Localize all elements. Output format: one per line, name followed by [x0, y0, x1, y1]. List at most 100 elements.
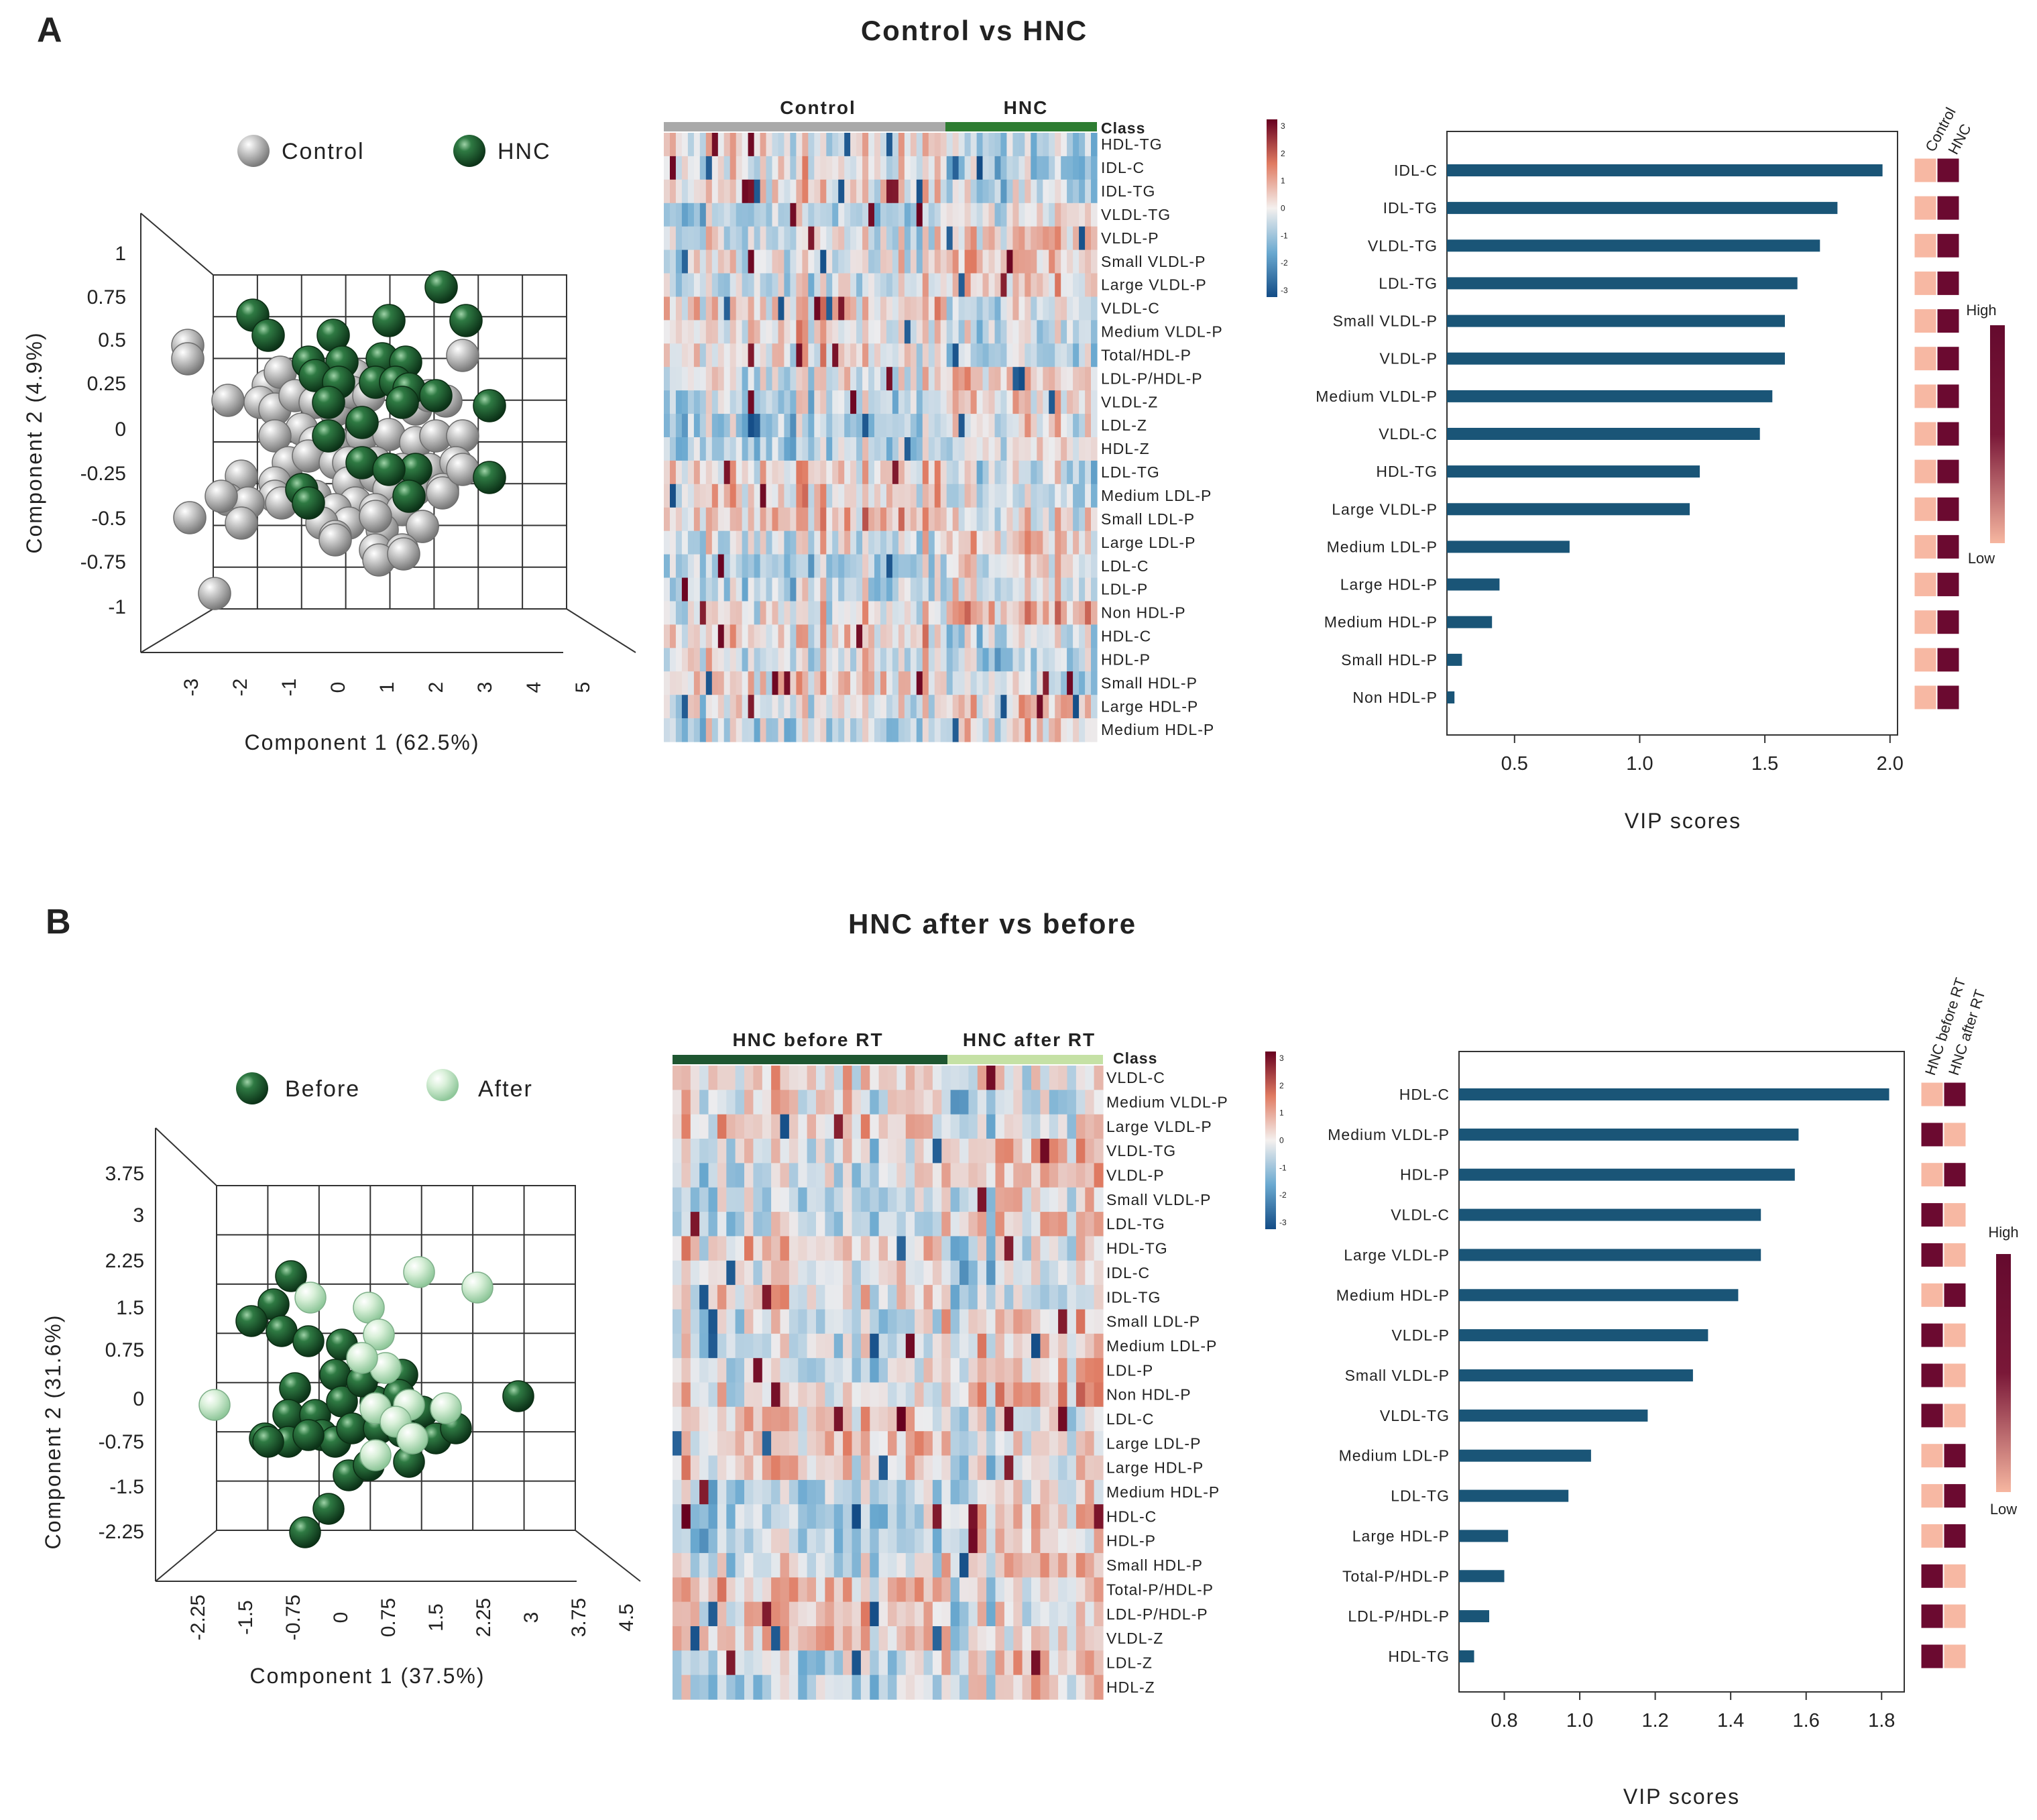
heatmap-cell: [796, 273, 803, 297]
x-tick: 0.8: [1491, 1710, 1517, 1731]
heatmap-cell: [1067, 1333, 1077, 1359]
heatmap-cell: [1049, 718, 1055, 742]
heatmap-cell: [744, 1528, 754, 1554]
heatmap-cell: [1058, 1187, 1068, 1212]
heatmap-cell: [870, 1333, 880, 1359]
heatmap-cell: [968, 1090, 978, 1115]
heatmap-cell: [723, 484, 731, 508]
heatmap-cell: [736, 671, 743, 695]
heatmap-cell: [941, 1382, 951, 1408]
heatmap-cell: [1004, 1333, 1014, 1359]
heatmap-cell: [878, 1260, 888, 1286]
heatmap-cell: [922, 367, 929, 391]
heatmap-cell: [1085, 1260, 1095, 1286]
heatmap-cell: [952, 343, 959, 367]
scale-tick: -1: [1281, 231, 1288, 240]
heatmap-cell: [780, 1601, 790, 1627]
heatmap-cell: [959, 1431, 969, 1457]
heatmap-cell: [868, 226, 875, 251]
heatmap-cell: [970, 437, 978, 461]
heatmap-cell: [940, 273, 947, 297]
heatmap-cell: [959, 1382, 969, 1408]
heatmap-row-label: VLDL-Z: [1101, 393, 1158, 410]
heatmap-cell: [796, 648, 803, 672]
pca-point-hnc: [424, 270, 458, 304]
heatmap-cell: [771, 1333, 781, 1359]
heatmap-cell: [771, 1674, 781, 1700]
heatmap-cell: [888, 1552, 897, 1578]
heatmap-cell: [968, 1650, 978, 1676]
heatmap-cell: [1073, 484, 1080, 508]
scale-tick: 0: [1279, 1136, 1284, 1145]
heatmap-cell: [976, 296, 984, 321]
heatmap-cell: [778, 414, 785, 438]
heatmap-cell: [878, 1455, 888, 1481]
legend-label: Control: [282, 139, 365, 164]
heatmap-cell: [771, 1504, 781, 1530]
heatmap-cell: [708, 1358, 718, 1383]
heatmap-cell: [923, 1601, 933, 1627]
heatmap-cell: [693, 156, 701, 180]
heatmap-cell: [766, 414, 773, 438]
heatmap-cell: [1031, 1601, 1041, 1627]
heatmap-cell: [1025, 437, 1031, 461]
heatmap-cell: [941, 1479, 951, 1505]
heatmap-cell: [976, 648, 984, 672]
heatmap-cell: [910, 601, 917, 625]
heatmap-cell: [970, 484, 978, 508]
heatmap-cell: [1004, 1114, 1014, 1139]
heatmap-cell: [754, 648, 761, 672]
heatmap-cell: [1067, 1212, 1077, 1237]
heatmap-cell: [905, 1358, 915, 1383]
heatmap-cell: [958, 343, 966, 367]
heatmap-cell: [860, 1674, 870, 1700]
heatmap-cell: [1085, 296, 1092, 321]
heatmap-cell: [1067, 718, 1073, 742]
heatmap-cell: [833, 1650, 843, 1676]
heatmap-cell: [950, 1090, 960, 1115]
heatmap-cell: [771, 1236, 781, 1261]
heatmap-cell: [664, 601, 671, 625]
heatmap-cell: [766, 367, 773, 391]
heatmap-cell: [934, 624, 941, 648]
heatmap-cell: [798, 1382, 808, 1408]
heatmap-cell: [1067, 484, 1073, 508]
heatmap-cell: [1049, 1504, 1059, 1530]
heatmap-cell: [892, 273, 899, 297]
heatmap-cell: [825, 1090, 835, 1115]
heatmap-cell: [916, 624, 923, 648]
heatmap-cell: [711, 695, 719, 719]
vip-bar: [1459, 1329, 1708, 1342]
heatmap-cell: [915, 1066, 925, 1090]
pca-point-control: [225, 506, 258, 540]
heatmap-cell: [932, 1163, 942, 1188]
heatmap-cell: [904, 273, 911, 297]
heatmap-cell: [928, 554, 935, 579]
heatmap-cell: [742, 179, 749, 204]
heatmap-cell: [888, 1285, 897, 1310]
heatmap-cell: [735, 1333, 745, 1359]
heatmap-cell: [959, 1577, 969, 1603]
heatmap-cell: [1022, 1285, 1032, 1310]
heatmap-cell: [932, 1333, 942, 1359]
heatmap-cell: [843, 1260, 853, 1286]
heatmap-cell: [1061, 507, 1067, 532]
heatmap-cell: [986, 1674, 996, 1700]
heatmap-cell: [798, 1406, 808, 1432]
heatmap-cell: [856, 320, 863, 344]
heatmap-cell: [988, 484, 996, 508]
heatmap-cell: [789, 1285, 799, 1310]
heatmap-cell: [898, 390, 905, 414]
heatmap-cell: [820, 367, 827, 391]
heatmap-cell: [699, 133, 707, 157]
heatmap-cell: [736, 390, 743, 414]
heatmap-cell: [664, 390, 671, 414]
heatmap-cell: [905, 1236, 915, 1261]
heatmap-cell: [941, 1114, 951, 1139]
panel-b: B HNC after vs before Before After 3.75 …: [41, 903, 2019, 1809]
heatmap-cell: [1043, 273, 1049, 297]
heatmap-cell: [874, 671, 881, 695]
heatmap-cell: [1058, 1260, 1068, 1286]
heatmap-cell: [870, 1163, 880, 1188]
heatmap-cell: [844, 414, 851, 438]
